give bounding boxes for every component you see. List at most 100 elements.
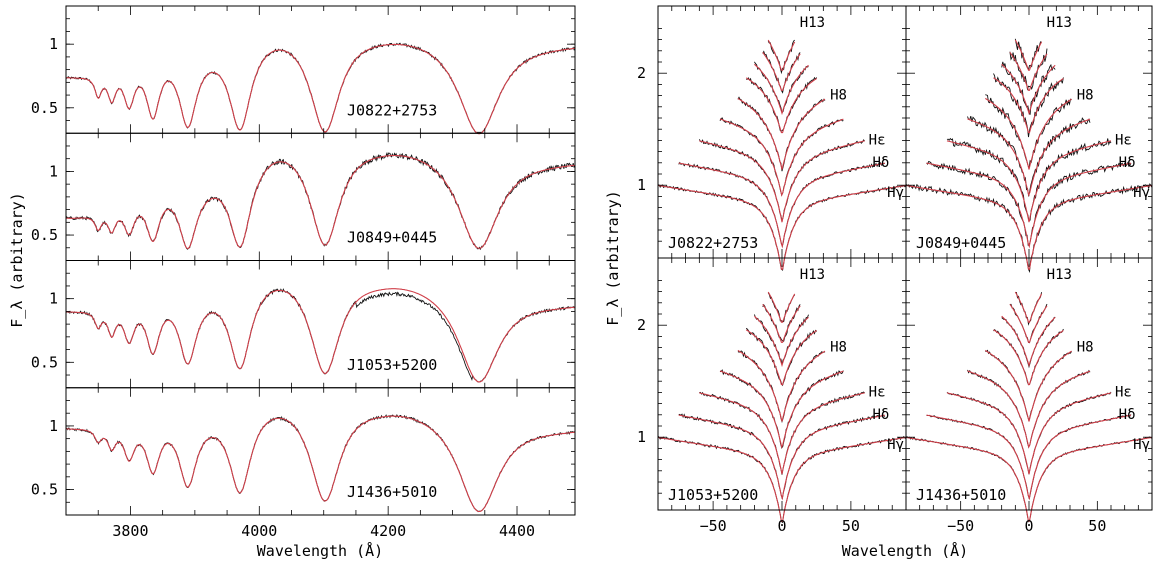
left-panel-frame	[65, 132, 576, 261]
observed-profile-right	[698, 139, 866, 223]
model-profile-right	[1001, 63, 1056, 116]
model-profile-right	[967, 370, 1091, 449]
model-profile-right	[745, 329, 817, 386]
observed-profile-right	[699, 391, 866, 475]
x-tick-label: 0	[777, 517, 786, 535]
x-tick-label: 4400	[499, 522, 535, 540]
x-tick-label: 50	[842, 517, 860, 535]
star-label-left: J1436+5010	[347, 483, 437, 501]
observed-profile-right	[926, 160, 1132, 247]
model-profile-right	[678, 162, 885, 249]
balmer-line-label: Hε	[1115, 132, 1132, 148]
observed-spectrum-left	[65, 151, 576, 251]
observed-profile-right	[946, 391, 1112, 475]
balmer-line-label: Hγ	[887, 185, 904, 201]
balmer-line-label: H13	[1047, 15, 1072, 31]
model-spectrum-left	[66, 43, 575, 135]
balmer-line-label: Hδ	[872, 407, 889, 423]
observed-spectrum-left	[65, 413, 575, 513]
model-profile-right	[754, 63, 809, 116]
model-spectrum-left	[66, 288, 575, 383]
model-profile-right	[993, 77, 1064, 134]
observed-profile-right	[719, 369, 844, 449]
balmer-line-label: Hγ	[1133, 185, 1150, 201]
balmer-line-label: Hδ	[1119, 155, 1136, 171]
balmer-line-label: H13	[800, 267, 825, 283]
x-axis-label: Wavelength (Å)	[257, 541, 383, 560]
observed-profile-right	[1009, 48, 1048, 91]
balmer-line-label: Hγ	[887, 437, 904, 453]
model-profile-right	[905, 184, 1153, 270]
model-profile-right	[967, 118, 1091, 197]
model-profile-right	[678, 414, 885, 501]
y-tick-label: 0.5	[31, 226, 58, 244]
model-profile-right	[905, 436, 1153, 522]
y-tick-label: 0.5	[31, 353, 58, 371]
model-profile-right	[926, 162, 1132, 249]
star-label-left: J0849+0445	[347, 229, 437, 247]
observed-profile-right	[1014, 38, 1042, 71]
y-tick-label: 1	[637, 176, 646, 194]
left-panel-frame	[65, 5, 576, 134]
observed-profile-right	[767, 292, 796, 323]
labels-layer: 0.5 1 J0822+2753 0.5 1 J0849+0445 0.5 1 J1053+52…	[8, 15, 1150, 560]
y-tick-label: 1	[49, 290, 58, 308]
model-profile-right	[745, 77, 817, 134]
balmer-line-label: H13	[800, 15, 825, 31]
balmer-line-label: H8	[1077, 88, 1094, 104]
model-profile-right	[719, 118, 844, 197]
model-profile-right	[946, 392, 1112, 475]
model-spectrum-left	[66, 154, 575, 250]
model-profile-right	[657, 436, 907, 522]
y-axis-label: F_λ (arbitrary)	[8, 192, 26, 327]
x-tick-label: 4000	[241, 522, 277, 540]
observed-profile-right	[1001, 61, 1056, 115]
model-profile-right	[699, 392, 865, 475]
model-profile-right	[767, 39, 796, 71]
observed-profile-right	[946, 137, 1112, 222]
x-tick-label: 0	[1024, 517, 1033, 535]
y-tick-label: 1	[49, 417, 58, 435]
model-profile-right	[699, 140, 865, 223]
balmer-line-label: Hδ	[1119, 407, 1136, 423]
model-profile-right	[1009, 51, 1048, 91]
y-tick-label: 1	[637, 428, 646, 446]
balmer-line-label: H8	[830, 88, 847, 104]
star-label-left: J0822+2753	[347, 101, 437, 119]
balmer-line-label: Hε	[869, 132, 886, 148]
observed-profile-right	[719, 117, 844, 197]
x-tick-label: −50	[947, 517, 974, 535]
observed-profile-right	[753, 314, 809, 365]
model-profile-right	[737, 97, 826, 170]
model-profile-right	[657, 184, 907, 270]
model-profile-right	[946, 140, 1112, 223]
x-tick-label: 50	[1088, 517, 1106, 535]
y-tick-label: 2	[637, 64, 646, 82]
y-tick-label: 2	[637, 316, 646, 334]
observed-profile-right	[993, 73, 1064, 138]
model-spectra-layer	[65, 39, 1153, 522]
star-label-right: J0822+2753	[668, 234, 758, 252]
balmer-line-label: Hε	[1115, 384, 1132, 400]
x-tick-label: 3800	[112, 522, 148, 540]
model-profile-right	[762, 303, 801, 343]
model-profile-right	[737, 349, 826, 422]
model-profile-right	[754, 315, 809, 368]
balmer-line-label: Hγ	[1133, 437, 1150, 453]
balmer-line-label: Hδ	[872, 155, 889, 171]
balmer-line-label: Hε	[869, 384, 886, 400]
model-profile-right	[993, 329, 1064, 386]
model-profile-right	[1001, 315, 1056, 368]
observed-spectrum-left	[65, 42, 576, 133]
y-tick-label: 1	[49, 162, 58, 180]
model-profile-right	[985, 349, 1072, 422]
model-profile-right	[985, 97, 1072, 170]
axes-layer	[65, 5, 1153, 516]
balmer-line-label: H8	[830, 340, 847, 356]
balmer-line-label: H13	[1047, 267, 1072, 283]
star-label-right: J0849+0445	[916, 234, 1006, 252]
balmer-line-label: H8	[1077, 340, 1094, 356]
x-tick-label: 4200	[370, 522, 406, 540]
observed-profile-right	[967, 115, 1091, 197]
